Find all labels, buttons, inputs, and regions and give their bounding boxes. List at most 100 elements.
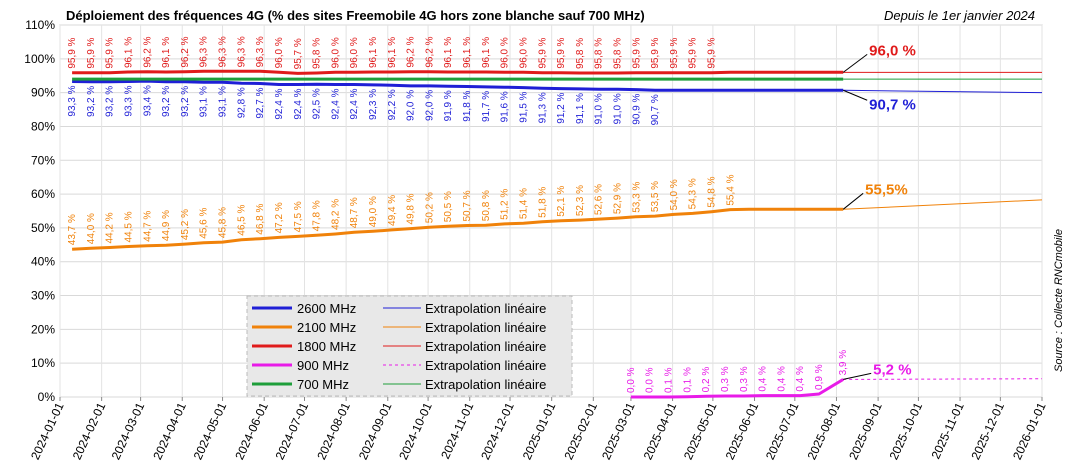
data-label: 96,1 % (481, 37, 492, 68)
data-label: 54,8 % (707, 176, 718, 207)
data-labels: 93,3 % 93,2 % 93,2 % 93,3 % 93,4 % 93,2 % 93,2… (67, 36, 849, 393)
data-label: 49,0 % (368, 196, 379, 227)
x-tick-label: 2025-12-01 (968, 400, 1007, 462)
callout-label: 96,0 % (869, 42, 916, 59)
x-tick-label: 2025-02-01 (561, 400, 600, 462)
x-tick-label: 2025-09-01 (846, 400, 885, 462)
data-label: 92,3 % (368, 89, 379, 120)
data-label: 44,9 % (161, 210, 172, 241)
data-label: 52,3 % (575, 185, 586, 216)
data-label: 44,5 % (124, 211, 135, 242)
data-label: 3,9 % (838, 350, 849, 376)
data-label: 92,2 % (387, 89, 398, 120)
data-label: 95,8 % (575, 38, 586, 69)
data-label: 92,4 % (349, 88, 360, 119)
data-label: 0,2 % (701, 367, 712, 393)
data-label: 96,0 % (330, 37, 341, 68)
x-tick-label: 2024-04-01 (150, 400, 189, 462)
data-label: 95,9 % (631, 37, 642, 68)
x-tick-label: 2024-12-01 (478, 400, 517, 462)
series-line (630, 378, 844, 399)
y-axis-ticks: 0% 10% 20% 30% 40% 50% 60% 70% 80% 90% 100% 110% (24, 18, 55, 404)
data-label: 91,7 % (481, 91, 492, 122)
data-label: 93,1 % (218, 86, 229, 117)
data-label: 92,8 % (236, 87, 247, 118)
data-label: 45,6 % (199, 208, 210, 239)
data-label: 91,5 % (518, 91, 529, 122)
legend-extrapolation-label: Extrapolation linéaire (425, 339, 546, 354)
data-label: 48,7 % (349, 197, 360, 228)
callout-leader (842, 89, 868, 101)
data-label: 0,1 % (682, 367, 693, 393)
data-label: 96,0 % (518, 37, 529, 68)
data-label: 95,8 % (594, 38, 605, 69)
data-label: 93,3 % (67, 85, 78, 116)
legend-extrapolation-label: Extrapolation linéaire (425, 320, 546, 335)
series-line (72, 69, 844, 75)
data-label: 90,9 % (631, 93, 642, 124)
data-label: 96,1 % (124, 37, 135, 68)
data-label: 91,2 % (556, 92, 567, 123)
data-label: 93,3 % (124, 85, 135, 116)
legend-series-label: 1800 MHz (297, 339, 356, 354)
data-label: 95,9 % (537, 37, 548, 68)
x-tick-label: 2024-05-01 (191, 400, 230, 462)
data-label: 96,1 % (387, 37, 398, 68)
x-tick-label: 2024-11-01 (438, 400, 476, 461)
data-label: 46,5 % (236, 205, 247, 236)
data-label: 93,2 % (161, 86, 172, 117)
extrapolation-lines (843, 71, 1043, 380)
data-label: 96,1 % (161, 37, 172, 68)
data-label: 0,0 % (626, 367, 637, 393)
data-label: 96,1 % (462, 37, 473, 68)
data-label: 96,3 % (236, 36, 247, 67)
legend-extrapolation-label: Extrapolation linéaire (425, 358, 546, 373)
data-label: 95,9 % (67, 37, 78, 68)
data-label: 54,0 % (669, 179, 680, 210)
extrapolation-line (843, 199, 1043, 210)
series-lines (72, 69, 844, 399)
data-label: 91,3 % (537, 92, 548, 123)
data-label: 92,4 % (330, 88, 341, 119)
data-label: 43,7 % (67, 214, 78, 245)
x-tick-label: 2024-01-01 (28, 400, 67, 462)
data-label: 91,8 % (462, 90, 473, 121)
data-label: 91,0 % (612, 93, 623, 124)
data-label: 96,3 % (199, 36, 210, 67)
callout-leader (842, 192, 864, 210)
data-label: 0,9 % (814, 364, 825, 390)
x-tick-label: 2025-05-01 (681, 400, 720, 462)
x-tick-label: 2025-08-01 (805, 400, 844, 462)
data-label: 95,8 % (312, 38, 323, 69)
data-label: 47,2 % (274, 202, 285, 233)
callout-label: 5,2 % (873, 361, 911, 378)
y-tick-label: 80% (31, 119, 55, 133)
data-label: 0,0 % (645, 367, 656, 393)
x-tick-label: 2025-06-01 (723, 400, 762, 462)
data-label: 55,4 % (725, 174, 736, 205)
data-label: 45,8 % (218, 207, 229, 238)
data-label: 0,3 % (720, 366, 731, 392)
data-label: 0,3 % (739, 366, 750, 392)
data-label: 50,7 % (462, 190, 473, 221)
data-label: 44,0 % (86, 213, 97, 244)
data-label: 91,1 % (575, 93, 586, 124)
data-label: 44,7 % (142, 211, 153, 242)
data-label: 50,8 % (481, 190, 492, 221)
legend: 2600 MHz Extrapolation linéaire 2100 MHz Ex… (246, 295, 573, 397)
data-label: 51,4 % (518, 188, 529, 219)
data-label: 49,8 % (406, 193, 417, 224)
data-label: 0,4 % (758, 366, 769, 392)
data-label: 91,6 % (500, 91, 511, 122)
extrapolation-line (843, 89, 1043, 94)
data-label: 96,3 % (218, 36, 229, 67)
y-tick-label: 10% (31, 356, 55, 370)
y-tick-label: 0% (38, 390, 56, 404)
x-tick-label: 2024-03-01 (109, 400, 148, 462)
series-line (72, 79, 844, 92)
data-label: 48,2 % (330, 199, 341, 230)
data-label: 96,0 % (274, 37, 285, 68)
x-tick-label: 2025-10-01 (886, 400, 925, 462)
data-label: 51,8 % (537, 187, 548, 218)
data-label: 54,3 % (688, 178, 699, 209)
